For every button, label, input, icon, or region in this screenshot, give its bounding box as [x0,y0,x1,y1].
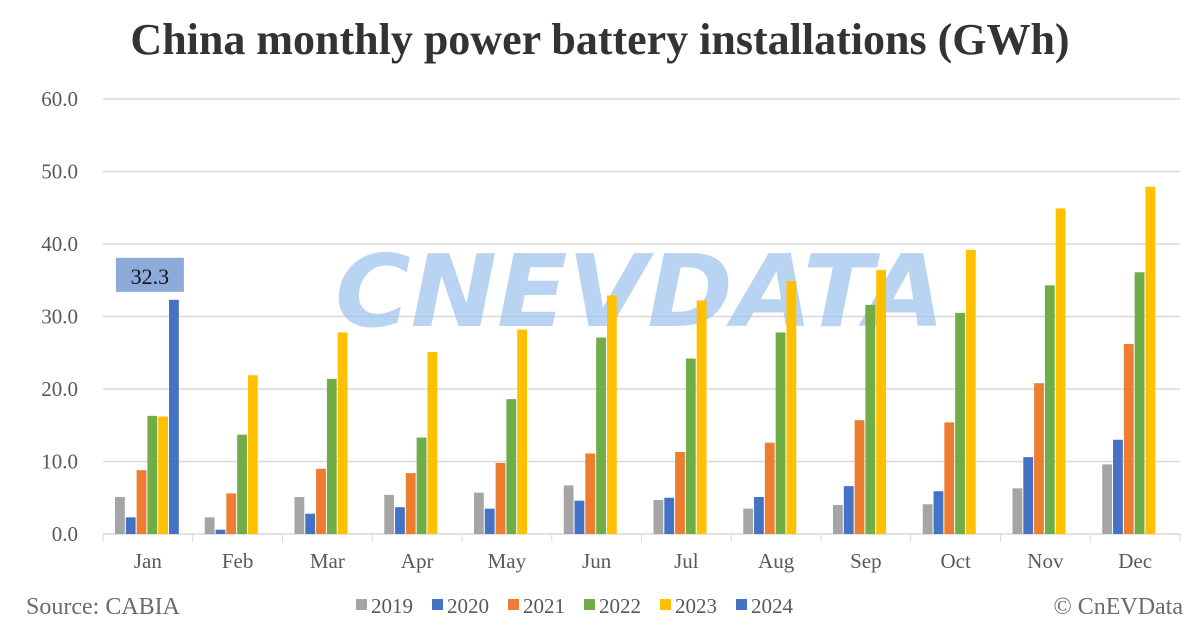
bar-2020-May [484,508,495,534]
bar-2023-Sep [876,270,886,534]
bar-2021-Jul [675,452,685,534]
bar-2024-Jan [169,299,179,534]
bar-2019-Nov [1012,488,1023,534]
legend-label: 2020 [447,594,489,618]
bar-2021-Nov [1034,383,1044,534]
y-tick-label: 10.0 [41,450,78,474]
bar-2023-Apr [427,352,438,534]
bar-2021-May [495,462,506,534]
bar-2020-Mar [305,513,316,534]
legend-label: 2021 [523,594,565,618]
bar-2023-Nov [1055,208,1066,534]
x-tick-label: Apr [401,549,434,573]
y-tick-label: 60.0 [41,87,78,111]
bar-2021-Mar [316,468,326,534]
x-tick-label: May [488,549,527,573]
bar-2020-Aug [754,497,764,534]
bar-2022-Jul [685,358,696,534]
bar-2020-Jul [664,497,675,534]
bar-2022-Jun [596,337,606,534]
bar-2021-Dec [1123,344,1134,534]
bar-2022-Oct [955,312,965,534]
bar-2020-Jun [574,500,585,534]
bar-2019-Jan [115,497,125,534]
bar-2022-May [506,399,517,534]
x-tick-label: Jan [134,549,162,573]
legend-swatch-2022 [584,599,595,610]
bar-2023-Jan [158,416,168,534]
bar-2020-Apr [395,507,405,534]
legend-label: 2019 [371,594,413,618]
bar-2023-Jul [696,300,707,534]
legend-label: 2023 [675,594,717,618]
bar-2019-Oct [922,504,933,534]
watermark: CNEVDATA [335,233,945,350]
data-label-box [115,257,184,292]
bar-2020-Nov [1023,457,1034,534]
bar-2021-Jun [585,453,596,534]
x-tick-label: Feb [222,549,254,573]
bar-2023-Oct [965,249,976,535]
bar-2021-Feb [226,493,237,534]
legend-swatch-2020 [432,599,443,610]
y-tick-label: 0.0 [52,522,78,546]
bar-2019-May [474,492,484,534]
bar-2023-Feb [247,375,258,534]
bar-2022-Mar [326,378,337,534]
bar-2019-Aug [743,508,754,534]
bar-2021-Oct [944,422,955,534]
legend-label: 2024 [751,594,794,618]
bar-2023-Jun [606,295,617,534]
y-tick-label: 30.0 [41,305,78,329]
x-tick-label: Mar [310,549,345,573]
data-label: 32.3 [131,264,170,289]
bar-2023-Aug [786,280,797,534]
legend-swatch-2019 [356,599,367,610]
bar-2022-Aug [775,332,786,534]
legend-swatch-2024 [736,599,747,610]
bar-2022-Nov [1044,285,1055,534]
bar-2020-Sep [843,486,854,534]
y-tick-label: 40.0 [41,232,78,256]
bar-2020-Feb [215,529,226,534]
x-tick-label: Nov [1027,549,1064,573]
legend-label: 2022 [599,594,641,618]
bar-2023-Dec [1145,186,1156,534]
bar-2019-Apr [384,494,395,534]
bar-2019-Dec [1102,464,1113,534]
bar-2022-Jan [147,415,158,534]
source-text: Source: CABIA [26,594,181,620]
legend-swatch-2021 [508,599,519,610]
copyright-text: © CnEVData [1053,594,1183,620]
bar-2019-Feb [204,517,215,534]
bar-2021-Apr [405,473,416,534]
x-tick-label: Sep [850,549,882,573]
bar-2022-Feb [237,434,247,534]
bar-2022-Apr [416,437,427,534]
bar-2021-Jan [136,470,147,534]
x-tick-label: Jul [674,549,699,573]
y-tick-label: 20.0 [41,377,78,401]
legend-swatch-2023 [660,599,671,610]
bar-2023-Mar [337,332,348,534]
bar-2019-Jul [653,499,664,534]
x-tick-label: Jun [582,549,612,573]
bar-2020-Dec [1113,439,1123,534]
bar-2019-Sep [833,505,843,534]
y-tick-label: 50.0 [41,160,78,184]
bar-2023-May [517,329,527,534]
x-tick-label: Oct [940,549,970,573]
bar-2020-Jan [125,517,136,534]
bar-2019-Jun [563,485,574,534]
bar-2020-Oct [933,491,944,534]
bar-2022-Sep [865,304,876,534]
x-tick-label: Aug [758,549,795,573]
bar-2021-Aug [764,442,775,534]
bar-2022-Dec [1134,272,1145,534]
bar-2021-Sep [854,420,865,534]
bar-2019-Mar [294,497,305,534]
chart-title: China monthly power battery installation… [130,15,1070,64]
x-tick-label: Dec [1118,549,1152,573]
